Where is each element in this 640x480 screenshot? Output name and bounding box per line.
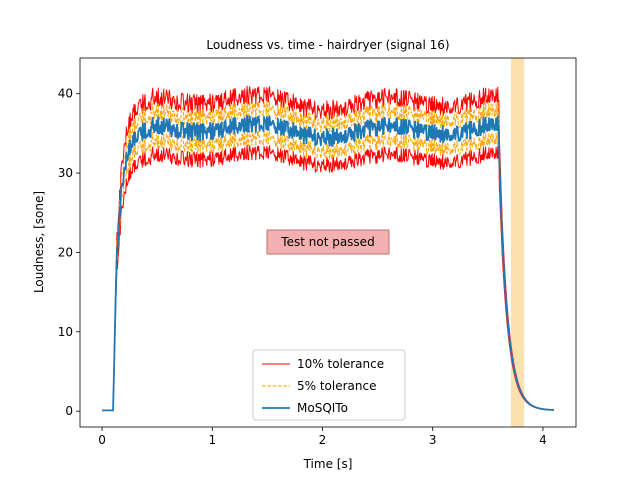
x-tick-label: 2	[319, 433, 327, 447]
highlight-span-layer	[510, 58, 525, 427]
annotation-text: Test not passed	[280, 235, 374, 249]
series-lines-layer	[101, 85, 555, 412]
legend-label-mosqito: MoSQITo	[297, 401, 348, 415]
legend-frame	[252, 349, 406, 421]
legend-label-5pct: 5% tolerance	[297, 379, 377, 393]
chart-title: Loudness vs. time - hairdryer (signal 16…	[206, 38, 449, 52]
series-line	[102, 85, 554, 411]
legend: 10% tolerance 5% tolerance MoSQITo	[252, 349, 406, 421]
highlight-span	[510, 58, 525, 427]
x-tick-label: 1	[208, 433, 216, 447]
series-line	[102, 129, 554, 411]
y-tick-label: 30	[58, 166, 73, 180]
series-line	[102, 144, 554, 411]
y-axis-label: Loudness, [sone]	[32, 191, 46, 293]
legend-label-10pct: 10% tolerance	[297, 357, 384, 371]
y-tick-label: 20	[58, 245, 73, 259]
annotation-box	[266, 229, 390, 255]
x-axis: 0 1 2 3 4	[98, 427, 547, 447]
y-tick-label: 0	[65, 404, 73, 418]
y-axis: 0 10 20 30 40	[58, 87, 80, 418]
series-line	[101, 114, 555, 412]
plot-frame	[79, 57, 577, 428]
x-axis-label: Time [s]	[303, 457, 353, 471]
test-result-annotation: Test not passed	[266, 229, 390, 255]
series-line	[102, 100, 554, 411]
x-tick-label: 3	[429, 433, 437, 447]
x-tick-label: 4	[539, 433, 547, 447]
y-tick-label: 10	[58, 325, 73, 339]
y-tick-label: 40	[58, 87, 73, 101]
x-tick-label: 0	[98, 433, 106, 447]
